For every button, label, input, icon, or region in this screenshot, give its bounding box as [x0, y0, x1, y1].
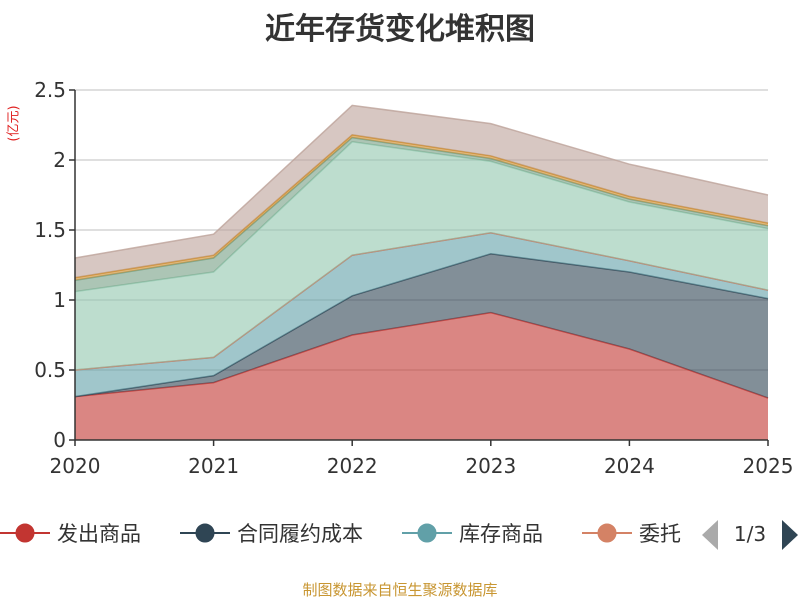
legend-marker [597, 523, 617, 543]
x-tick-label: 2024 [604, 454, 655, 478]
x-tick-label: 2023 [465, 454, 516, 478]
legend-label: 委托 [639, 522, 681, 546]
y-tick-label: 1 [53, 288, 66, 312]
legend-marker [195, 523, 215, 543]
y-tick-label: 0.5 [34, 358, 66, 382]
legend-item-1: 发出商品 [0, 522, 141, 546]
area-series [74, 104, 769, 440]
area-series-5 [75, 141, 768, 370]
area-series-2 [75, 253, 768, 398]
legend-label: 库存商品 [459, 522, 543, 546]
area-series-6 [75, 137, 768, 292]
x-tick-label: 2021 [188, 454, 239, 478]
y-tick-label: 2 [53, 148, 66, 172]
legend-item-3: 库存商品 [402, 522, 543, 546]
x-tick-label: 2020 [50, 454, 101, 478]
legend-marker [417, 523, 437, 543]
legend-prev-arrow-icon[interactable] [702, 520, 718, 550]
x-tick-label: 2022 [327, 454, 378, 478]
legend: 发出商品 合同履约成本 库存商品 委托 1/3 [0, 520, 798, 550]
legend-label: 发出商品 [57, 522, 141, 546]
x-tick-label: 2025 [743, 454, 794, 478]
y-tick-label: 0 [53, 428, 66, 452]
area-series-edge-8 [74, 104, 769, 259]
legend-page-indicator: 1/3 [734, 522, 766, 546]
legend-next-arrow-icon[interactable] [782, 520, 798, 550]
area-series-3 [75, 232, 768, 397]
source-note: 制图数据来自恒生聚源数据库 [302, 581, 498, 599]
area-series-8 [75, 105, 768, 278]
chart-title: 近年存货变化堆积图 [265, 12, 535, 47]
y-tick-label: 2.5 [34, 78, 66, 102]
legend-marker [15, 523, 35, 543]
y-tick-label: 1.5 [34, 218, 66, 242]
axes: 0 0.5 1 1.5 2 2.5 2020 2021 2022 2023 2024 2025 [34, 78, 793, 478]
area-series-1 [75, 312, 768, 440]
legend-item-2: 合同履约成本 [180, 522, 363, 546]
legend-label: 合同履约成本 [237, 522, 363, 546]
legend-item-4: 委托 [582, 522, 681, 546]
